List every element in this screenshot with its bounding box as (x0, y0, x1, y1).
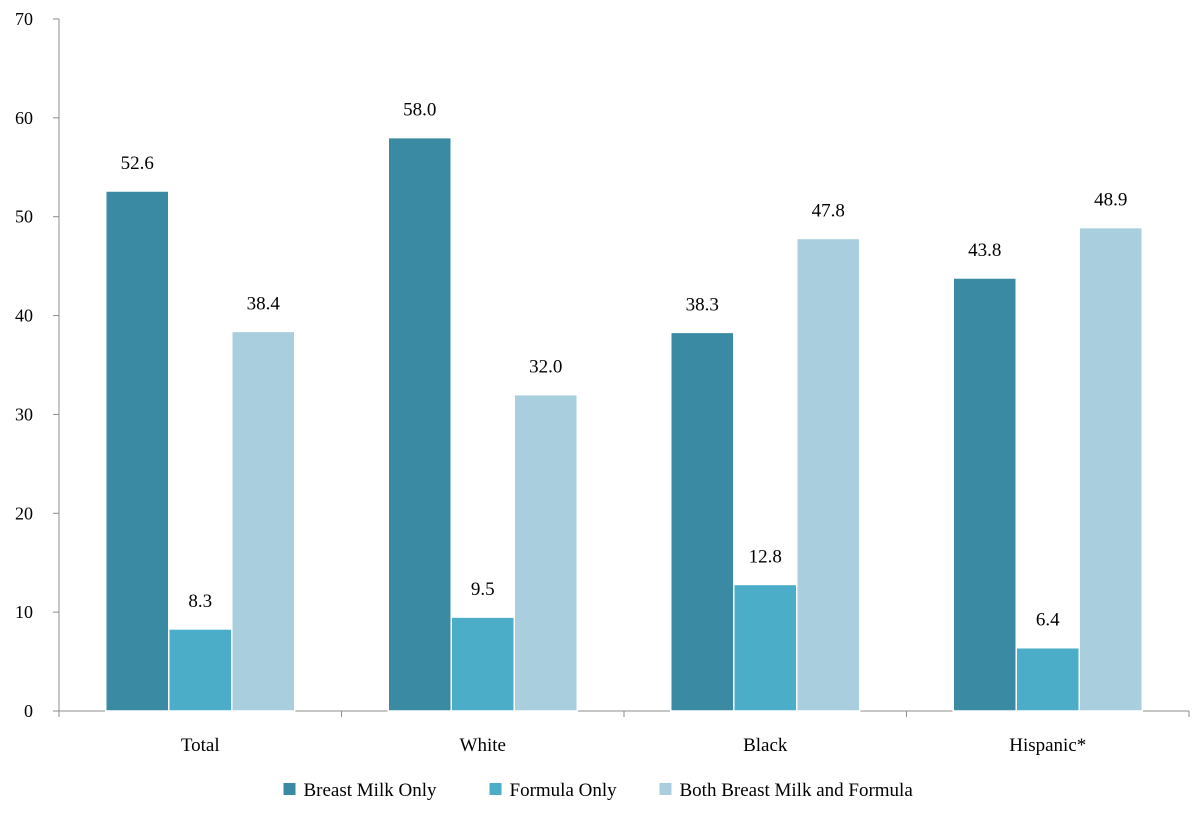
legend-label: Breast Milk Only (304, 780, 437, 801)
x-axis: Total White Black Hispanic* (58, 710, 1190, 756)
data-label: 8.3 (188, 591, 212, 612)
data-label: 48.9 (1094, 190, 1127, 211)
legend-swatch (659, 783, 672, 795)
y-tick-label: 10 (15, 602, 33, 622)
legend-swatch (489, 783, 502, 795)
y-tick-label: 70 (15, 9, 33, 29)
bar (513, 393, 578, 712)
data-label: 38.4 (247, 293, 281, 314)
bar (105, 190, 170, 712)
y-tick-label: 0 (24, 701, 33, 721)
bar (733, 583, 798, 712)
data-label: 32.0 (529, 357, 562, 378)
data-label: 58.0 (403, 100, 436, 121)
bar (387, 136, 452, 712)
y-tick-label: 30 (15, 404, 33, 424)
data-label: 12.8 (749, 546, 782, 567)
x-category-label: Total (181, 735, 220, 756)
legend: Breast Milk Only Formula Only Both Breast … (283, 780, 914, 801)
x-category-label: White (460, 735, 506, 756)
data-label: 9.5 (471, 579, 495, 600)
bar (168, 628, 233, 712)
data-label: 43.8 (968, 240, 1001, 261)
x-category-label: Black (743, 735, 788, 756)
bar (1078, 226, 1143, 712)
y-tick-label: 20 (15, 503, 33, 523)
data-label: 47.8 (812, 200, 845, 221)
bar (796, 237, 861, 712)
legend-label: Both Breast Milk and Formula (680, 780, 914, 801)
bar (670, 331, 735, 712)
y-tick-label: 60 (15, 108, 33, 128)
x-category-label: Hispanic* (1009, 735, 1086, 756)
data-label: 6.4 (1036, 610, 1060, 631)
legend-label: Formula Only (510, 780, 618, 801)
y-axis: 0 10 20 30 40 50 60 70 (15, 9, 60, 721)
bar (231, 330, 296, 712)
y-tick-label: 50 (15, 207, 33, 227)
data-label: 38.3 (686, 294, 719, 315)
legend-swatch (283, 783, 296, 795)
bars-group (105, 136, 1143, 712)
data-label: 52.6 (121, 153, 154, 174)
data-labels-group: 52.6 8.3 38.4 58.0 9.5 32.0 38.3 12.8 47.8 43.8 6.… (121, 100, 1128, 631)
bar (952, 277, 1017, 712)
y-tick-label: 40 (15, 306, 33, 326)
bar (450, 616, 515, 712)
bar (1015, 646, 1080, 712)
